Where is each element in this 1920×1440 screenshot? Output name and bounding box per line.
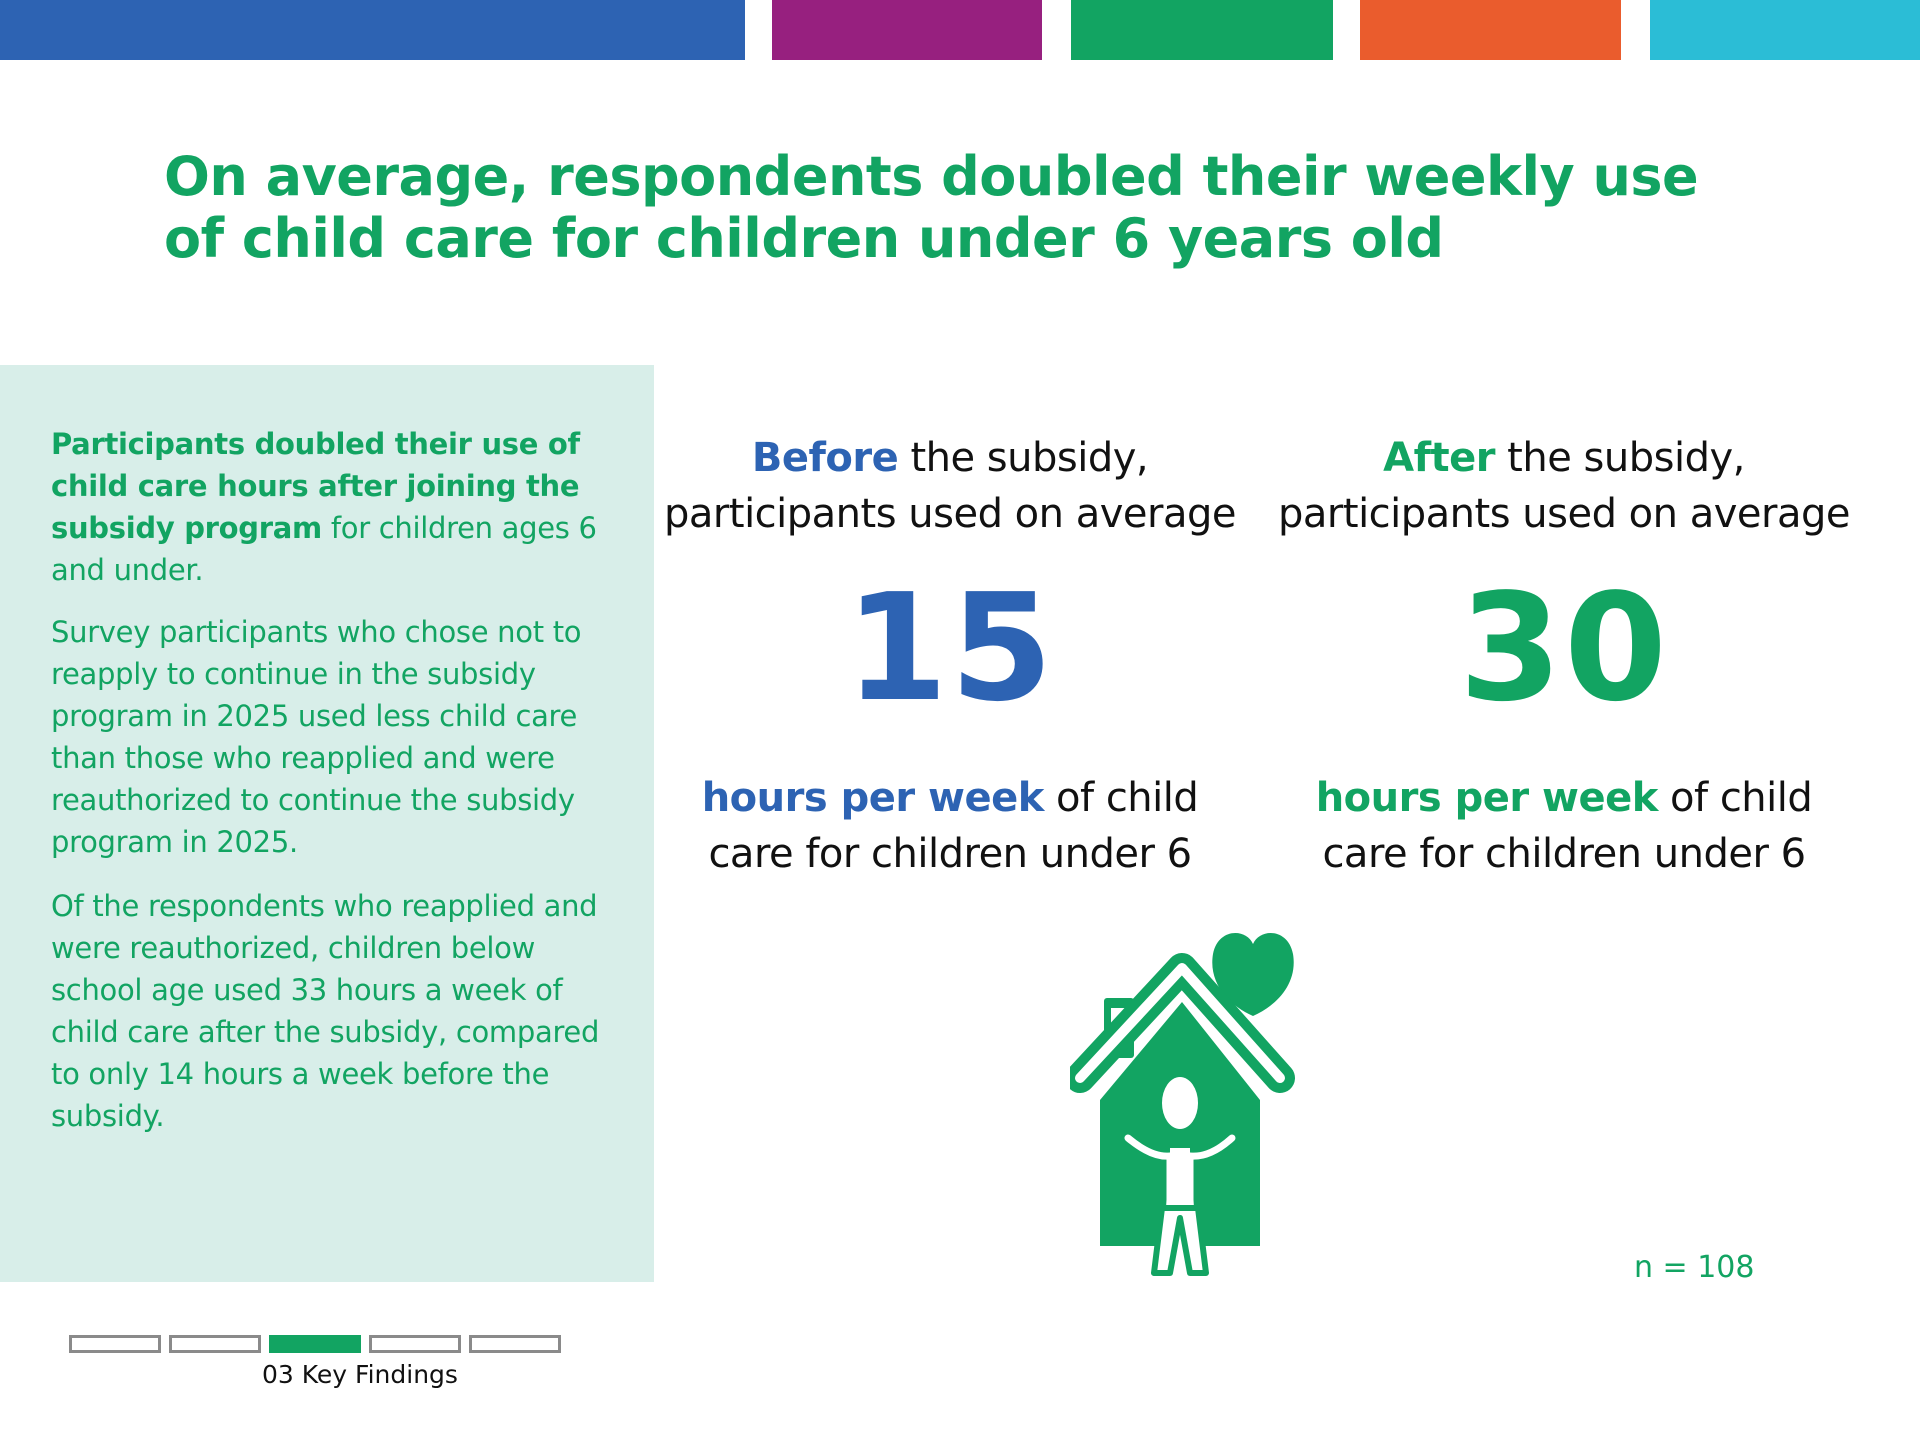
header-bar-green [1071, 0, 1333, 60]
after-value: 30 [1459, 562, 1669, 734]
summary-paragraph-3: Of the respondents who reapplied and wer… [51, 889, 600, 1133]
house-child-heart-icon [1070, 933, 1295, 1276]
sample-size: n = 108 [1634, 1250, 1755, 1285]
after-intro: After the subsidy, participants used on … [1278, 435, 1850, 537]
header-bar-cyan [1650, 0, 1920, 60]
progress-segment-3-active[interactable] [269, 1335, 361, 1353]
page-title: On average, respondents doubled their we… [164, 145, 1699, 270]
summary-paragraph-1: Participants doubled their use of child … [51, 427, 597, 587]
summary-panel: Participants doubled their use of child … [0, 365, 654, 1282]
before-stat: Before the subsidy, participants used on… [650, 430, 1250, 882]
after-stat: After the subsidy, participants used on … [1264, 430, 1864, 882]
summary-paragraph-2: Survey participants who chose not to rea… [51, 615, 582, 859]
progress-segment-2[interactable] [169, 1335, 261, 1353]
before-unit: hours per week of child care for childre… [701, 775, 1199, 877]
after-unit: hours per week of child care for childre… [1315, 775, 1813, 877]
progress-segment-4[interactable] [369, 1335, 461, 1353]
header-bar-orange [1360, 0, 1621, 60]
summary-highlight: Participants doubled their use of child … [51, 427, 580, 545]
section-label: 03 Key Findings [262, 1360, 458, 1389]
before-intro: Before the subsidy, participants used on… [664, 435, 1236, 537]
header-bar-purple [772, 0, 1042, 60]
header-bar-blue [0, 0, 745, 60]
section-progress [69, 1335, 561, 1353]
progress-segment-5[interactable] [469, 1335, 561, 1353]
before-value: 15 [845, 562, 1055, 734]
progress-segment-1[interactable] [69, 1335, 161, 1353]
